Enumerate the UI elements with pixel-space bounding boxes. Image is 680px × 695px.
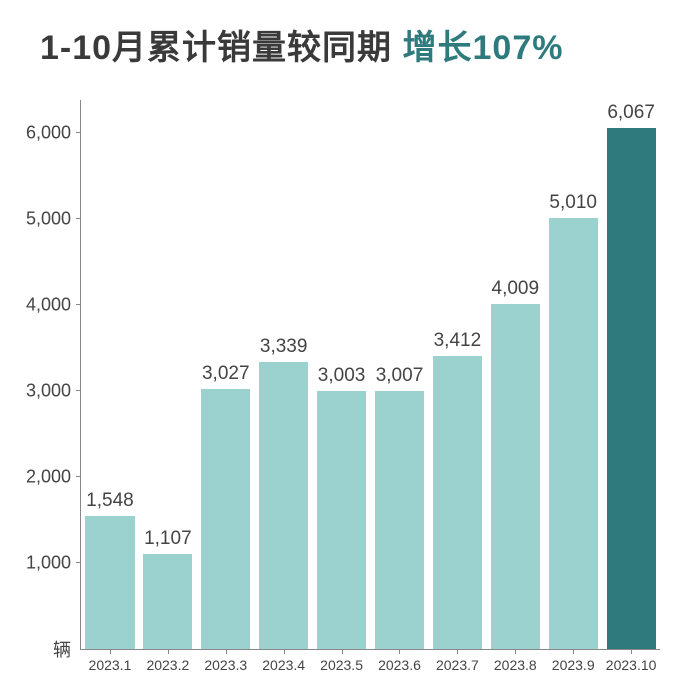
bar-value-label: 1,107 [144, 528, 192, 554]
bar-value-label: 3,003 [318, 365, 366, 391]
bar-value-label: 5,010 [549, 192, 597, 218]
y-tick-mark [76, 476, 81, 477]
x-tick-label: 2023.5 [320, 649, 363, 673]
bar-slot: 3,0072023.6 [371, 100, 429, 649]
bar: 1,107 [143, 554, 192, 649]
y-tick-mark [76, 218, 81, 219]
x-tick-label: 2023.10 [606, 649, 657, 673]
bar: 3,007 [375, 391, 424, 649]
x-tick-label: 2023.6 [378, 649, 421, 673]
bar-slot: 3,4122023.7 [428, 100, 486, 649]
y-tick-label: 2,000 [26, 467, 81, 488]
bar-value-label: 1,548 [86, 490, 134, 516]
bar: 3,339 [259, 362, 308, 649]
bar-slot: 4,0092023.8 [486, 100, 544, 649]
bar-slot: 1,1072023.2 [139, 100, 197, 649]
y-tick-label: 6,000 [26, 123, 81, 144]
x-tick-label: 2023.4 [262, 649, 305, 673]
bar-slot: 3,3392023.4 [255, 100, 313, 649]
bar-value-label: 4,009 [492, 278, 540, 304]
bar-value-label: 3,412 [434, 330, 482, 356]
bar: 5,010 [549, 218, 598, 649]
x-tick-label: 2023.8 [494, 649, 537, 673]
bar: 6,067 [607, 128, 656, 649]
y-tick-mark [76, 132, 81, 133]
bar-slot: 5,0102023.9 [544, 100, 602, 649]
y-tick-mark [76, 562, 81, 563]
x-tick-label: 2023.2 [146, 649, 189, 673]
bar-value-label: 3,339 [260, 336, 308, 362]
y-tick-label: 5,000 [26, 209, 81, 230]
bar-slot: 6,0672023.10 [602, 100, 660, 649]
bar-slot: 1,5482023.1 [81, 100, 139, 649]
bar-value-label: 3,027 [202, 363, 250, 389]
bar: 4,009 [491, 304, 540, 649]
bar: 1,548 [85, 516, 134, 649]
bars-container: 1,5482023.11,1072023.23,0272023.33,33920… [81, 100, 660, 649]
bar-chart: 辆 1,5482023.11,1072023.23,0272023.33,339… [80, 100, 660, 650]
y-tick-label: 4,000 [26, 295, 81, 316]
bar-value-label: 6,067 [607, 102, 655, 128]
x-tick-label: 2023.7 [436, 649, 479, 673]
x-tick-label: 2023.3 [204, 649, 247, 673]
x-tick-label: 2023.1 [89, 649, 132, 673]
y-tick-label: 3,000 [26, 381, 81, 402]
bar-value-label: 3,007 [376, 365, 424, 391]
y-tick-mark [76, 304, 81, 305]
bar: 3,003 [317, 391, 366, 649]
bar: 3,412 [433, 356, 482, 649]
title-main-text: 1-10月累计销量较同期 [40, 29, 403, 67]
bar-slot: 3,0272023.3 [197, 100, 255, 649]
bar: 3,027 [201, 389, 250, 649]
bar-slot: 3,0032023.5 [313, 100, 371, 649]
chart-title: 1-10月累计销量较同期 增长107% [40, 20, 660, 69]
title-highlight-text: 增长107% [403, 29, 564, 67]
y-axis-unit: 辆 [53, 636, 81, 662]
y-tick-mark [76, 390, 81, 391]
y-tick-label: 1,000 [26, 553, 81, 574]
x-tick-label: 2023.9 [552, 649, 595, 673]
